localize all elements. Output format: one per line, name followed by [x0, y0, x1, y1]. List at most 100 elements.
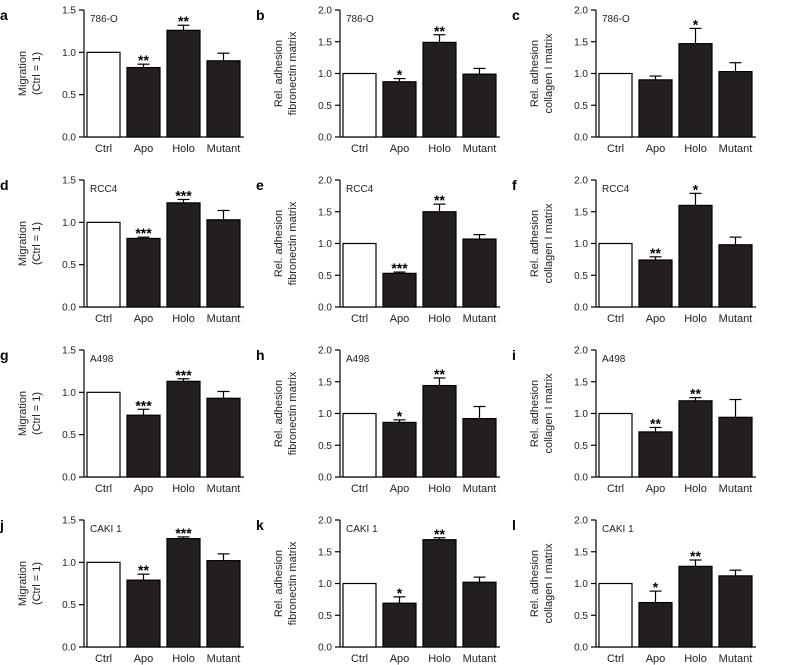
panel-g-letter: g	[0, 347, 9, 363]
panel-j-ylabel-line: (Ctrl = 1)	[31, 562, 43, 605]
panel-i-ylabel-line: Rel. adhesion	[529, 380, 541, 447]
panel-i-bar-apo	[638, 431, 673, 478]
panel-k-ylabel-line: fibronectin matrix	[287, 541, 299, 625]
panel-d-y-tick-label: 1.0	[62, 218, 76, 229]
panel-i-y-tick-label: 1.5	[574, 377, 588, 388]
panel-e-category-label: Apo	[390, 313, 410, 325]
panel-a-y-tick-label: 0.5	[62, 90, 76, 101]
panel-e-y-tick-label: 2.0	[318, 176, 332, 187]
panel-k-category-label: Apo	[390, 653, 410, 665]
panel-b-y-tick-label: 0.5	[318, 101, 332, 112]
panel-c-y-tick-label: 0.5	[574, 101, 588, 112]
panel-j-significance-label: ***	[175, 525, 192, 541]
panel-g-bar-ctrl	[86, 391, 121, 478]
panel-j-y-tick-label: 1.5	[62, 516, 76, 527]
panel-k-y-tick-label: 1.0	[318, 579, 332, 590]
panel-j-bar-apo	[126, 579, 161, 648]
panel-e-significance-label: ***	[391, 260, 408, 276]
panel-i-category-label: Apo	[646, 483, 666, 495]
panel-b-y-tick-label: 2.0	[318, 6, 332, 17]
panel-b-significance-label: *	[397, 67, 403, 83]
panel-f-y-tick-label: 1.5	[574, 207, 588, 218]
panel-g-y-tick-label: 0.0	[62, 473, 76, 484]
panel-g-ylabel: Migration (Ctrl = 1)	[17, 391, 43, 436]
panel-b-category-label: Ctrl	[351, 143, 368, 155]
panel-i-cell-line: A498	[602, 354, 626, 365]
panel-j-category-label: Apo	[134, 653, 154, 665]
panel-l-category-label: Ctrl	[607, 653, 624, 665]
panel-f-bar-mutant	[718, 244, 753, 308]
panel-b-bar-mutant	[462, 73, 497, 138]
panel-d-y-tick-label: 0.5	[62, 260, 76, 271]
panel-b-bar-apo	[382, 81, 417, 138]
panel-e-bar-apo	[382, 272, 417, 308]
panel-d-bar-apo	[126, 237, 161, 308]
panel-f-significance-label: *	[693, 181, 699, 197]
panel-g-bar-apo	[126, 414, 161, 478]
panel-f-bar-ctrl	[598, 242, 633, 308]
panel-b-y-tick-label: 1.5	[318, 37, 332, 48]
panel-l-significance-label: **	[690, 548, 701, 564]
panel-c-ylabel-line: Rel. adhesion	[529, 40, 541, 107]
panel-e-letter: e	[256, 177, 264, 193]
panel-d-ylabel-line: Migration	[17, 221, 29, 266]
panel-k-y-tick-label: 1.5	[318, 547, 332, 558]
panel-d-y-tick-label: 0.0	[62, 303, 76, 314]
panel-c-category-label: Ctrl	[607, 143, 624, 155]
panel-e-y-tick-label: 0.0	[318, 303, 332, 314]
panel-b-letter: b	[256, 7, 265, 23]
panel-b-cell-line: 786-O	[346, 14, 374, 25]
panel-a-category-label: Mutant	[207, 143, 241, 155]
panel-k-significance-label: **	[434, 526, 445, 542]
panel-i-y-tick-label: 0.0	[574, 473, 588, 484]
panel-k-ylabel: Rel. adhesion fibronectin matrix	[273, 541, 299, 625]
panel-j-bar-mutant	[206, 560, 241, 648]
panel-f-y-tick-label: 0.5	[574, 271, 588, 282]
panel-d-bar-holo	[166, 202, 201, 308]
panel-b-bar-holo	[422, 41, 457, 138]
panel-b-y-tick-label: 1.0	[318, 69, 332, 80]
panel-k-cell-line: CAKI 1	[346, 524, 378, 535]
panel-g-category-label: Mutant	[207, 483, 241, 495]
panel-i-significance-label: **	[650, 415, 661, 431]
panel-e-bar-mutant	[462, 238, 497, 308]
panel-a-bar-apo	[126, 66, 161, 138]
panel-j-category-label: Mutant	[207, 653, 241, 665]
panel-f-ylabel-line: collagen I matrix	[543, 203, 555, 284]
panel-d-significance-label: ***	[175, 187, 192, 203]
panel-h-significance-label: *	[397, 408, 403, 424]
panel-g-category-label: Apo	[134, 483, 154, 495]
panel-g-significance-label: ***	[135, 397, 152, 413]
panel-k-category-label: Ctrl	[351, 653, 368, 665]
panel-k-y-tick-label: 0.0	[318, 643, 332, 654]
panel-k-significance-label: *	[397, 585, 403, 601]
panel-j-ylabel-line: Migration	[17, 561, 29, 606]
panel-h-bar-ctrl	[342, 412, 377, 478]
panel-a-cell-line: 786-O	[90, 14, 118, 25]
panel-e-y-tick-label: 0.5	[318, 271, 332, 282]
panel-c-bar-mutant	[718, 70, 753, 138]
panel-d-ylabel: Migration (Ctrl = 1)	[17, 221, 43, 266]
panel-j-bar-ctrl	[86, 561, 121, 648]
panel-c-y-tick-label: 2.0	[574, 6, 588, 17]
panel-c-category-label: Mutant	[719, 143, 753, 155]
panel-a-category-label: Holo	[172, 143, 195, 155]
panel-a-significance-label: **	[178, 13, 189, 29]
panel-l-bar-holo	[678, 565, 713, 648]
panel-h-significance-label: **	[434, 366, 445, 382]
panel-g-y-tick-label: 0.5	[62, 430, 76, 441]
panel-b-category-label: Holo	[428, 143, 451, 155]
panel-f-letter: f	[512, 177, 517, 193]
panel-h-bar-mutant	[462, 417, 497, 478]
panel-i-category-label: Mutant	[719, 483, 753, 495]
panel-h-ylabel-line: fibronectin matrix	[287, 371, 299, 455]
panel-i-y-tick-label: 2.0	[574, 346, 588, 357]
panel-h-category-label: Mutant	[463, 483, 497, 495]
panel-a-bar-holo	[166, 29, 201, 138]
panel-a-ylabel: Migration (Ctrl = 1)	[17, 51, 43, 96]
panel-h-y-tick-label: 0.0	[318, 473, 332, 484]
panel-k-y-tick-label: 0.5	[318, 611, 332, 622]
panel-g-bar-mutant	[206, 397, 241, 478]
